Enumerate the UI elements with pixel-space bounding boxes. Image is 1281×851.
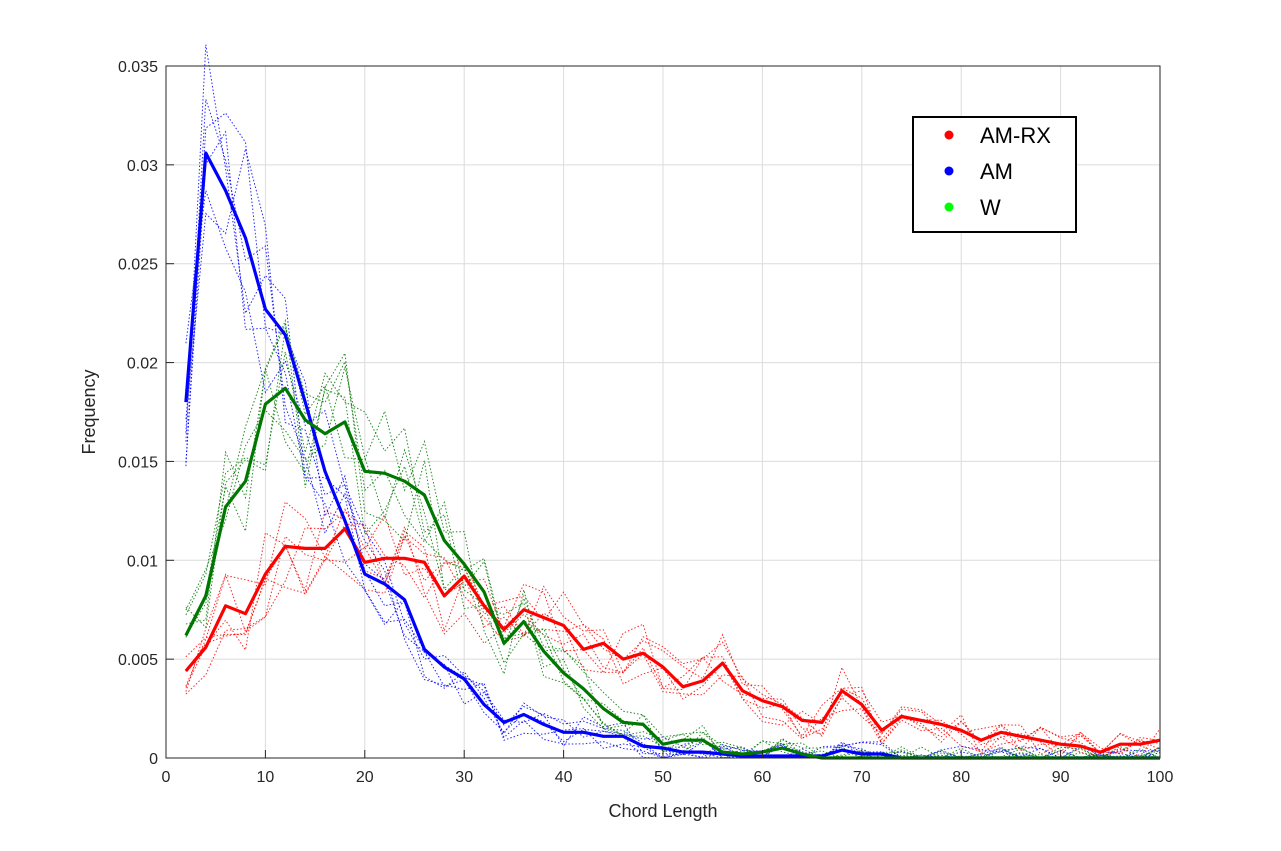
x-tick-label: 50 — [654, 769, 672, 786]
x-tick-label: 100 — [1147, 769, 1174, 786]
series-line-am-rx — [184, 527, 1161, 754]
replicate-line — [185, 318, 1161, 759]
x-tick-label: 30 — [455, 769, 473, 786]
x-tick-label: 0 — [162, 769, 171, 786]
x-tick-label: 70 — [853, 769, 871, 786]
legend-label: AM-RX — [980, 123, 1051, 148]
legend-box — [912, 116, 1077, 233]
y-tick-label: 0 — [149, 751, 158, 768]
legend-marker — [944, 166, 954, 176]
replicate-line — [185, 366, 1161, 759]
y-tick-label: 0.015 — [118, 454, 158, 471]
legend-marker — [944, 202, 954, 212]
y-axis-label: Frequency — [79, 369, 99, 454]
replicate-line — [185, 508, 1161, 757]
replicate-line — [185, 510, 1161, 759]
replicate-line — [185, 368, 1161, 759]
legend-label: AM — [980, 159, 1013, 184]
y-axis-ticks: 0 0.005 0.01 0.015 0.02 0.025 0.03 0.035 — [118, 59, 174, 768]
y-tick-label: 0.005 — [118, 652, 158, 669]
x-tick-label: 80 — [952, 769, 970, 786]
y-tick-label: 0.01 — [127, 553, 158, 570]
x-tick-label: 10 — [257, 769, 275, 786]
legend: AM-RX AM W — [912, 116, 1077, 233]
y-tick-label: 0.03 — [127, 158, 158, 175]
x-tick-label: 20 — [356, 769, 374, 786]
replicate-line — [185, 531, 1161, 757]
replicate-line — [185, 523, 1161, 755]
x-axis-ticks: 0 10 20 30 40 50 60 70 80 90 100 — [162, 750, 1174, 786]
replicate-line — [185, 112, 1161, 759]
x-axis-label: Chord Length — [608, 801, 717, 821]
y-tick-label: 0.035 — [118, 59, 158, 76]
x-tick-label: 40 — [555, 769, 573, 786]
x-tick-label: 60 — [754, 769, 772, 786]
legend-marker — [944, 130, 954, 140]
legend-label: W — [980, 195, 1001, 220]
replicate-line — [185, 501, 1161, 755]
replicate-line — [185, 99, 1161, 759]
x-tick-label: 90 — [1052, 769, 1070, 786]
y-tick-label: 0.025 — [118, 257, 158, 274]
replicate-line — [185, 351, 1160, 759]
y-tick-label: 0.02 — [127, 356, 158, 373]
